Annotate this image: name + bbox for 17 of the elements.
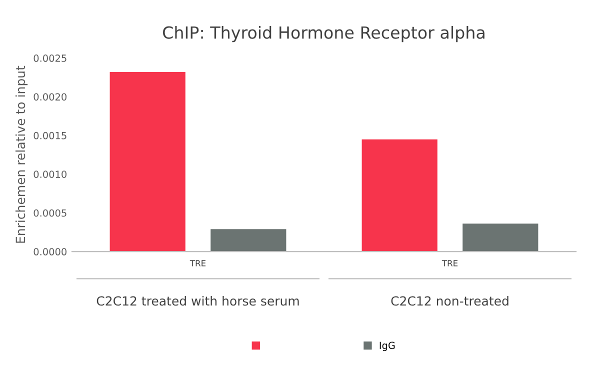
y-axis-title: Enrichemen relative to input [15,66,28,243]
text: C2C12 non-treated [391,296,508,306]
bar [462,224,538,252]
legend-label: IgG [380,342,395,351]
y-tick-label: 0.0000 [34,248,66,256]
x-tick-label: TRE [442,260,458,266]
chart-title: ChIP: Thyroid Hormone Receptor alpha [163,26,484,42]
x-tick-label: TRE [190,260,206,266]
y-tick-label: 0.0005 [34,209,66,217]
bar [110,72,186,252]
bar [362,139,438,252]
text: C2C12 treated with horse serum [96,296,299,306]
bar [210,229,286,252]
y-tick-label: 0.0015 [34,132,66,140]
y-tick-label: 0.0010 [34,170,66,178]
y-tick-label: 0.0025 [34,54,66,62]
y-tick-label: 0.0020 [34,93,66,101]
